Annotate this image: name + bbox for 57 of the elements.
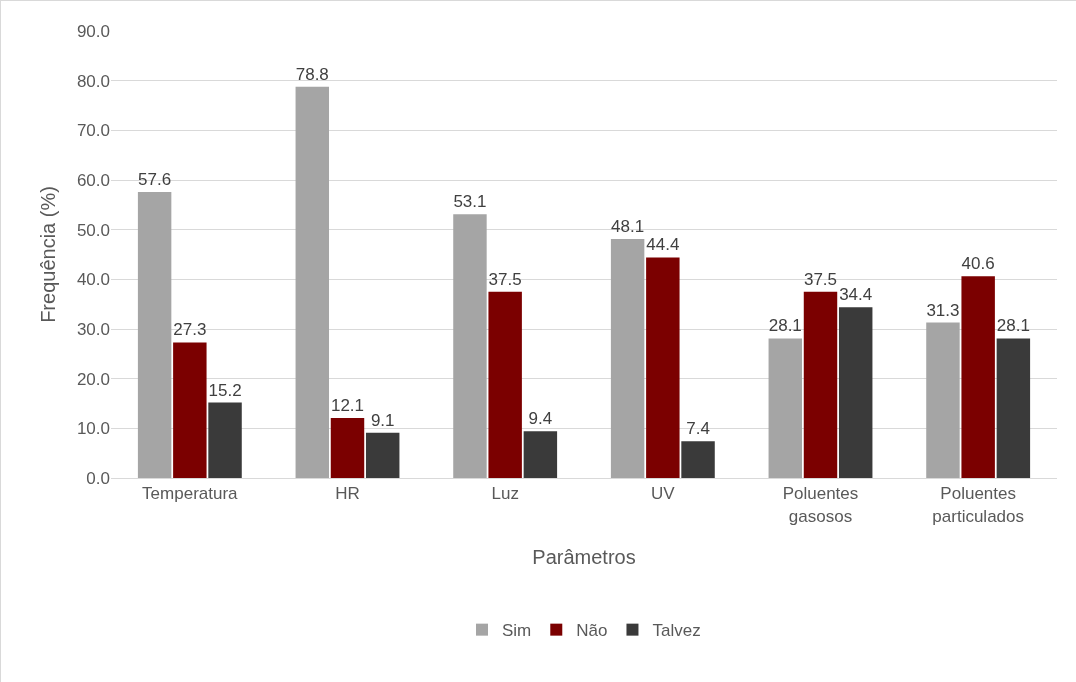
x-tick-label: Luz xyxy=(491,484,519,504)
bar xyxy=(646,257,680,478)
data-label: 7.4 xyxy=(686,419,710,439)
bar xyxy=(681,441,715,478)
data-label: 27.3 xyxy=(173,320,207,340)
data-label: 48.1 xyxy=(611,217,645,237)
bar xyxy=(523,431,558,478)
data-label: 9.4 xyxy=(528,409,553,429)
bar xyxy=(610,239,645,478)
bar xyxy=(208,402,242,478)
data-label: 15.2 xyxy=(208,380,242,400)
y-tick-label: 10.0 xyxy=(76,419,110,439)
bar xyxy=(488,291,522,478)
data-label: 37.5 xyxy=(803,269,838,289)
bar xyxy=(996,338,1031,478)
legend-label: Talvez xyxy=(652,621,701,641)
data-label: 28.1 xyxy=(996,316,1030,336)
data-label: 31.3 xyxy=(926,300,960,320)
x-tick-label: Poluentes gasosos xyxy=(782,484,859,526)
y-tick-label: 60.0 xyxy=(76,170,110,190)
x-axis-title: Parâmetros xyxy=(532,546,636,568)
bar xyxy=(926,322,960,478)
data-label: 28.1 xyxy=(768,316,802,336)
bar xyxy=(330,417,365,478)
y-tick-label: 20.0 xyxy=(76,369,110,389)
data-label: 53.1 xyxy=(453,192,487,212)
y-tick-label: 40.0 xyxy=(76,270,110,290)
data-label: 44.4 xyxy=(646,235,680,255)
bar xyxy=(365,432,400,478)
data-label: 57.6 xyxy=(138,169,172,189)
y-axis-title: Frequência (%) xyxy=(37,186,60,323)
y-tick-label: 90.0 xyxy=(76,21,110,41)
y-tick-label: 30.0 xyxy=(76,319,110,339)
y-tick-label: 70.0 xyxy=(76,121,110,141)
data-label: 40.6 xyxy=(961,254,995,274)
bar xyxy=(961,276,995,478)
y-tick-label: 0.0 xyxy=(86,468,110,488)
data-label: 78.8 xyxy=(295,64,329,84)
data-label: 9.1 xyxy=(370,410,395,430)
bar xyxy=(173,342,207,478)
bar xyxy=(295,86,330,478)
bar xyxy=(137,191,172,478)
y-tick-label: 50.0 xyxy=(76,220,110,240)
bar xyxy=(838,307,873,478)
data-label: 12.1 xyxy=(330,395,365,415)
data-label: 34.4 xyxy=(839,285,873,305)
x-tick-label: Temperatura xyxy=(142,484,239,504)
y-tick-label: 80.0 xyxy=(76,71,110,91)
bar xyxy=(768,338,803,478)
x-tick-label: UV xyxy=(651,484,676,504)
bar xyxy=(803,291,838,478)
data-label: 37.5 xyxy=(488,269,522,289)
x-tick-label: Poluentes particulados xyxy=(932,484,1025,526)
legend-label: Não xyxy=(576,621,608,641)
x-tick-label: HR xyxy=(335,484,360,504)
bar xyxy=(453,214,487,478)
legend-label: Sim xyxy=(502,621,532,641)
